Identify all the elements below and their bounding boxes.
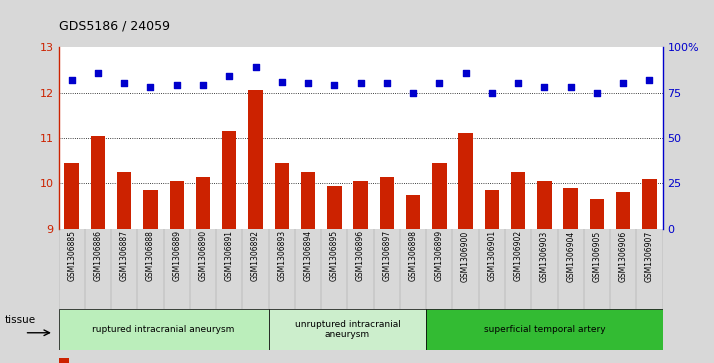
Text: GSM1306895: GSM1306895 [330,230,339,281]
Text: GSM1306899: GSM1306899 [435,230,444,281]
Text: GSM1306888: GSM1306888 [146,230,155,281]
Text: ruptured intracranial aneurysm: ruptured intracranial aneurysm [92,325,235,334]
Text: GSM1306889: GSM1306889 [172,230,181,281]
Text: GSM1306906: GSM1306906 [619,230,628,282]
Text: tissue: tissue [5,315,36,325]
Bar [248,90,263,229]
Text: GSM1306891: GSM1306891 [225,230,233,281]
Bar [222,131,236,229]
Bar [406,195,421,229]
Bar [537,181,552,229]
Text: GSM1306905: GSM1306905 [593,230,601,282]
Point [171,82,183,88]
Point [328,82,340,88]
Text: GSM1306897: GSM1306897 [382,230,391,281]
Point [644,77,655,83]
Bar [458,134,473,229]
Text: GSM1306898: GSM1306898 [408,230,418,281]
Text: GSM1306893: GSM1306893 [277,230,286,281]
Bar [432,163,446,229]
Point [538,84,550,90]
Bar [144,190,158,229]
Bar [91,136,105,229]
Bar [511,172,526,229]
Point [408,90,419,95]
Text: GSM1306904: GSM1306904 [566,230,575,282]
Bar [485,190,499,229]
Bar [275,163,289,229]
Text: superficial temporal artery: superficial temporal artery [483,325,605,334]
Text: GSM1306901: GSM1306901 [488,230,496,281]
Bar [169,181,184,229]
Text: GSM1306894: GSM1306894 [303,230,313,281]
Point [145,84,156,90]
Bar [64,163,79,229]
Bar [353,181,368,229]
Text: GSM1306896: GSM1306896 [356,230,365,281]
Point [197,82,208,88]
Point [302,81,313,86]
Bar [327,185,341,229]
Text: GSM1306900: GSM1306900 [461,230,470,282]
Point [276,79,288,85]
Bar [59,309,268,350]
Point [381,81,393,86]
Text: GSM1306907: GSM1306907 [645,230,654,282]
Point [486,90,498,95]
Bar [642,179,657,229]
Bar [268,309,426,350]
Text: GSM1306903: GSM1306903 [540,230,549,282]
Bar [301,172,316,229]
Text: unruptured intracranial
aneurysm: unruptured intracranial aneurysm [294,320,401,339]
Point [565,84,576,90]
Text: GSM1306885: GSM1306885 [67,230,76,281]
Point [433,81,445,86]
Point [618,81,629,86]
Point [223,73,235,79]
Point [355,81,366,86]
Point [250,64,261,70]
Bar [380,176,394,229]
Bar [426,309,663,350]
Text: GDS5186 / 24059: GDS5186 / 24059 [59,20,169,33]
Point [119,81,130,86]
Text: GSM1306886: GSM1306886 [94,230,102,281]
Bar [196,176,210,229]
Bar [616,192,630,229]
Bar [590,199,604,229]
Point [460,70,471,76]
Bar [563,188,578,229]
Point [66,77,77,83]
Text: GSM1306902: GSM1306902 [513,230,523,281]
Bar [117,172,131,229]
Point [513,81,524,86]
Bar [59,358,69,363]
Point [92,70,104,76]
Point [591,90,603,95]
Text: GSM1306890: GSM1306890 [198,230,208,281]
Text: GSM1306887: GSM1306887 [120,230,129,281]
Text: GSM1306892: GSM1306892 [251,230,260,281]
